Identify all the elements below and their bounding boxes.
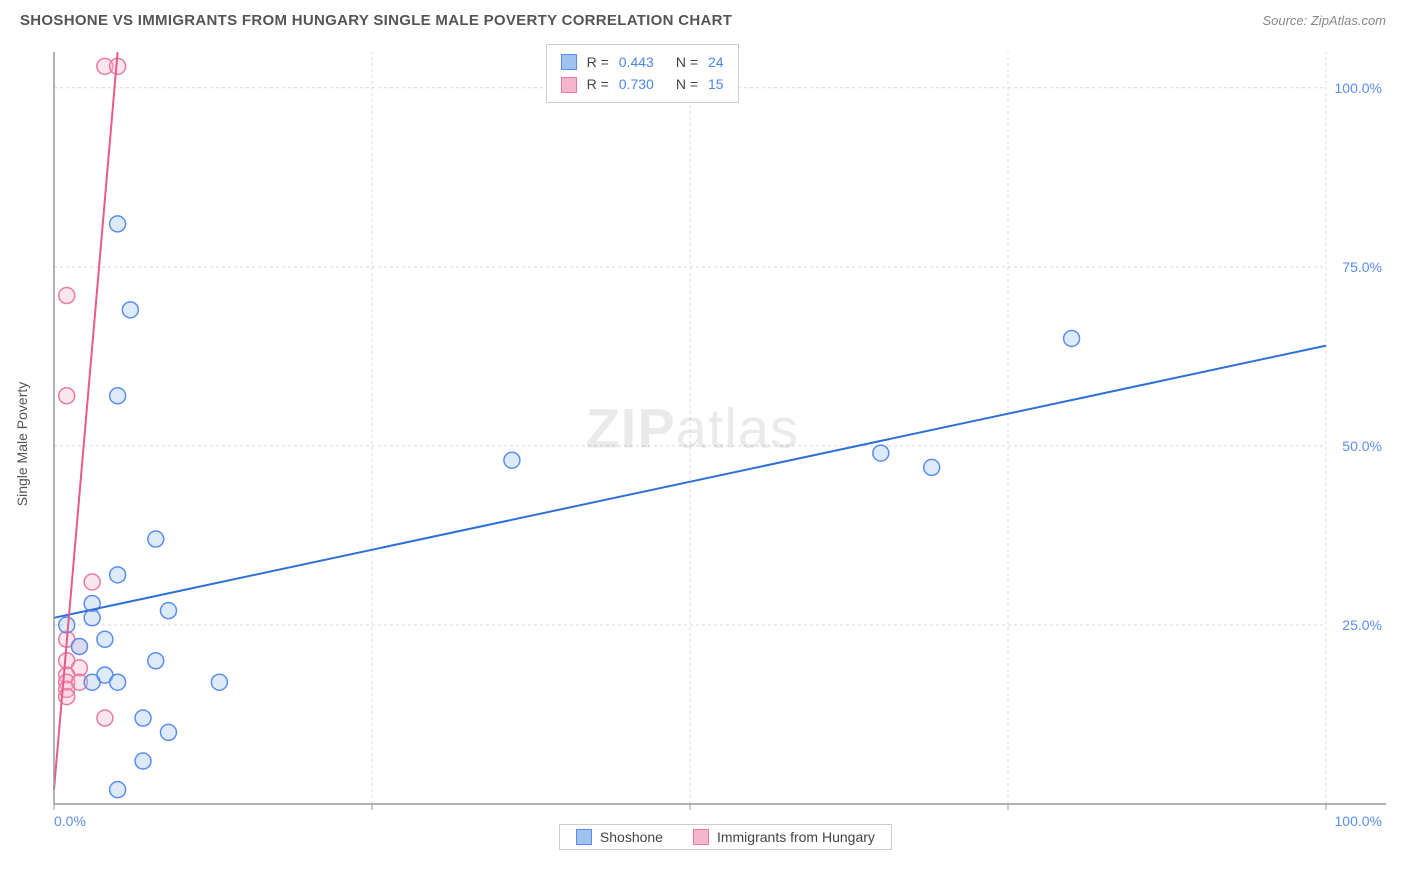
scatter-point <box>135 710 151 726</box>
legend-r-value: 0.443 <box>619 51 654 73</box>
scatter-point <box>135 753 151 769</box>
scatter-point <box>160 603 176 619</box>
chart-title: SHOSHONE VS IMMIGRANTS FROM HUNGARY SING… <box>20 12 732 29</box>
legend-n-label: N = <box>676 73 698 95</box>
scatter-point <box>71 638 87 654</box>
legend-r-label: R = <box>587 73 609 95</box>
scatter-point <box>84 574 100 590</box>
legend-swatch <box>561 77 577 93</box>
scatter-point <box>110 388 126 404</box>
y-tick-label: 50.0% <box>1342 438 1382 454</box>
scatter-point <box>97 710 113 726</box>
x-tick-label: 0.0% <box>54 813 86 829</box>
scatter-point <box>873 445 889 461</box>
scatter-point <box>160 724 176 740</box>
scatter-point <box>148 653 164 669</box>
y-tick-label: 75.0% <box>1342 259 1382 275</box>
legend-series: Shoshone Immigrants from Hungary <box>559 824 892 850</box>
legend-r-label: R = <box>587 51 609 73</box>
scatter-point <box>110 567 126 583</box>
scatter-point <box>59 388 75 404</box>
legend-correlation: R = 0.443 N = 24 R = 0.730 N = 15 <box>546 44 739 103</box>
scatter-point <box>211 674 227 690</box>
x-tick-label: 100.0% <box>1335 813 1382 829</box>
y-axis-label: Single Male Poverty <box>14 382 30 507</box>
legend-swatch <box>693 829 709 845</box>
legend-swatch <box>576 829 592 845</box>
chart-source: Source: ZipAtlas.com <box>1262 13 1386 28</box>
scatter-point <box>97 631 113 647</box>
trend-line <box>54 346 1326 618</box>
legend-series-item: Shoshone <box>576 829 663 845</box>
scatter-point <box>84 610 100 626</box>
legend-row: R = 0.443 N = 24 <box>561 51 724 73</box>
legend-row: R = 0.730 N = 15 <box>561 73 724 95</box>
scatter-point <box>110 782 126 798</box>
scatter-plot: 25.0% 50.0% 75.0% 100.0% 0.0% 100.0% <box>52 44 1386 844</box>
legend-series-item: Immigrants from Hungary <box>693 829 875 845</box>
scatter-point <box>924 459 940 475</box>
y-tick-label: 100.0% <box>1335 80 1382 96</box>
y-tick-label: 25.0% <box>1342 617 1382 633</box>
legend-n-label: N = <box>676 51 698 73</box>
legend-series-name: Shoshone <box>600 829 663 845</box>
scatter-point <box>110 674 126 690</box>
scatter-point <box>84 674 100 690</box>
scatter-point <box>1064 330 1080 346</box>
scatter-point <box>504 452 520 468</box>
legend-n-value: 24 <box>708 51 724 73</box>
chart-area: Single Male Poverty 25.0%50.0%75.0%100.0… <box>52 44 1386 844</box>
scatter-point <box>122 302 138 318</box>
legend-r-value: 0.730 <box>619 73 654 95</box>
scatter-point <box>148 531 164 547</box>
legend-swatch <box>561 54 577 70</box>
legend-series-name: Immigrants from Hungary <box>717 829 875 845</box>
chart-header: SHOSHONE VS IMMIGRANTS FROM HUNGARY SING… <box>0 0 1406 37</box>
scatter-point <box>59 288 75 304</box>
legend-n-value: 15 <box>708 73 724 95</box>
scatter-point <box>110 216 126 232</box>
